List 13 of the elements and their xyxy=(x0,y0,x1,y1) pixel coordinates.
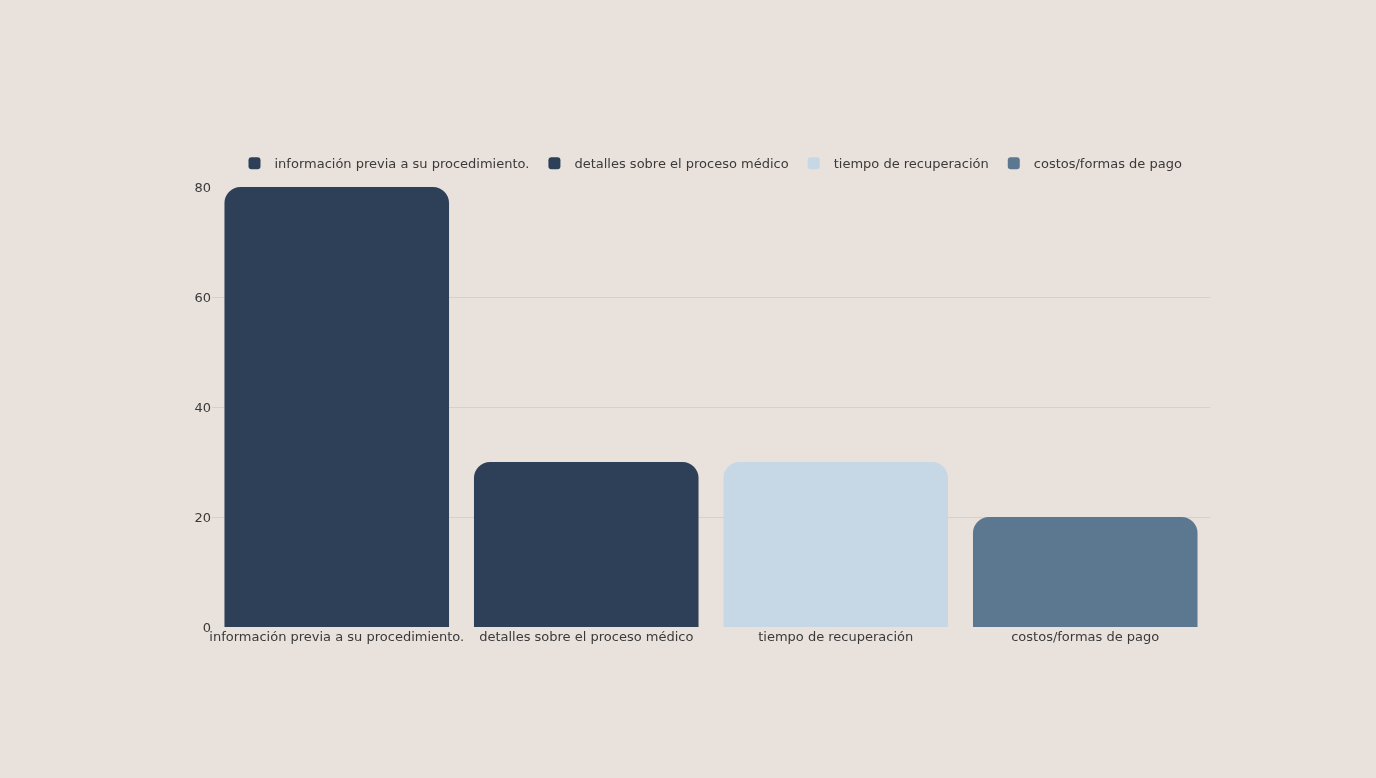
x-tick-label: detalles sobre el proceso médico xyxy=(479,629,694,644)
y-tick-label: 20 xyxy=(194,509,211,525)
legend-label: costos/formas de pago xyxy=(1033,156,1182,172)
y-tick-label: 40 xyxy=(194,399,211,415)
legend-label: detalles sobre el proceso médico xyxy=(574,156,789,172)
x-tick-label: costos/formas de pago xyxy=(1011,629,1160,644)
x-tick-label: información previa a su procedimiento. xyxy=(209,629,465,644)
x-tick-label: tiempo de recuperación xyxy=(758,629,914,644)
y-tick-label: 0 xyxy=(202,619,211,635)
legend-label: información previa a su procedimiento. xyxy=(274,156,530,172)
y-tick-label: 60 xyxy=(194,289,211,305)
legend-label: tiempo de recuperación xyxy=(833,156,989,172)
y-tick-label: 80 xyxy=(194,179,211,195)
